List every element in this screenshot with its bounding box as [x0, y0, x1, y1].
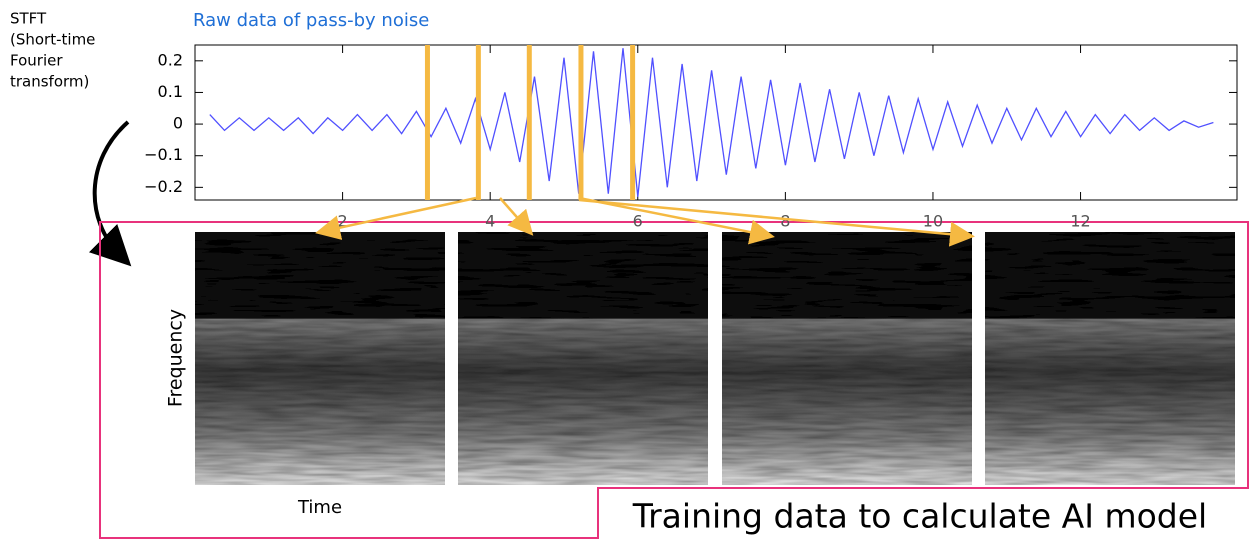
x-tick-label: 4	[485, 212, 495, 231]
x-tick-label: 12	[1070, 212, 1090, 231]
stft-label: STFT	[10, 10, 47, 28]
figure: STFT (Short-time Fourier transform) Freq…	[0, 0, 1251, 542]
stft-label: transform)	[10, 73, 89, 91]
y-tick-label: 0.2	[158, 50, 183, 69]
y-axis-label: Frequency	[165, 309, 187, 407]
y-tick-label: 0	[173, 114, 183, 133]
spectrogram	[722, 232, 972, 485]
stft-label: Fourier	[10, 52, 63, 70]
y-tick-label: 0.1	[158, 82, 183, 101]
x-axis-label: Time	[297, 497, 342, 518]
x-tick-label: 8	[780, 212, 790, 231]
caption: Training data to calculate AI model	[632, 497, 1207, 536]
y-tick-label: −0.1	[144, 145, 183, 164]
arrow	[500, 198, 530, 232]
stft-label: (Short-time	[10, 31, 95, 49]
chart-title: Raw data of pass-by noise	[193, 10, 429, 31]
spectrogram	[195, 232, 445, 485]
x-tick-label: 10	[923, 212, 943, 231]
y-tick-label: −0.2	[144, 177, 183, 196]
spectrograms	[195, 232, 1235, 485]
x-tick-label: 6	[633, 212, 643, 231]
window-arrows	[320, 198, 970, 236]
spectrogram	[985, 232, 1235, 485]
spectrogram	[458, 232, 708, 485]
plot-frame	[195, 45, 1237, 200]
waveform	[210, 48, 1214, 197]
